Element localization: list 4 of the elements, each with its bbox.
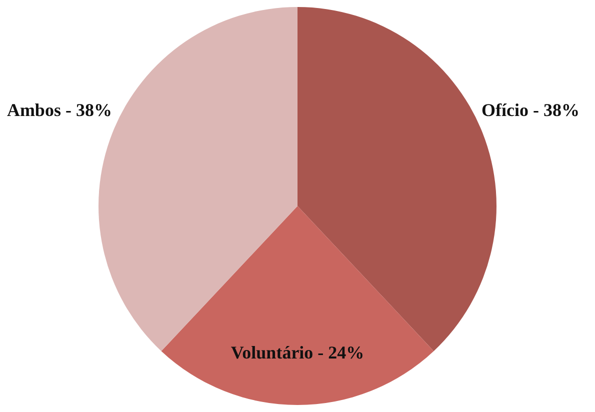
pie-slice <box>161 206 434 405</box>
slice-label: Ofício - 38% <box>482 100 580 120</box>
slice-label: Voluntário - 24% <box>230 342 364 362</box>
slice-label: Ambos - 38% <box>6 100 112 120</box>
